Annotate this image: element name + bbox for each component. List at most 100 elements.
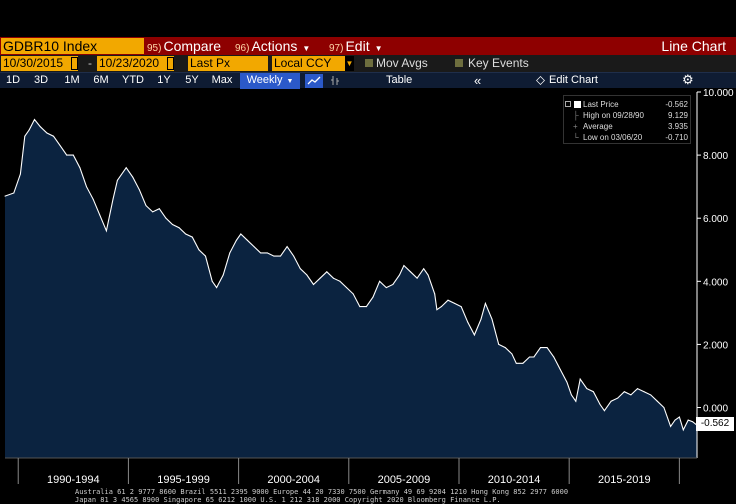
chevron-down-icon: ▼ <box>302 44 311 53</box>
legend-label: Last Price <box>583 100 619 109</box>
period-ytd[interactable]: YTD <box>122 74 144 86</box>
data-point <box>59 145 61 147</box>
data-point <box>132 176 134 178</box>
data-point <box>339 280 341 282</box>
data-point <box>326 271 328 273</box>
x-tick-label: 2015-2019 <box>598 474 651 486</box>
data-point <box>454 302 456 304</box>
data-point <box>427 274 429 276</box>
data-point <box>392 284 394 285</box>
period-toolbar: 1D 3D 1M 6M YTD 1Y 5Y Max Weekly ▼ Table … <box>0 72 736 90</box>
data-point <box>440 306 442 308</box>
compare-menu[interactable]: 95) Compare <box>147 37 221 55</box>
data-point <box>66 154 68 156</box>
tree-branch-icon: └ <box>573 133 579 142</box>
data-point <box>332 277 334 279</box>
data-point <box>473 334 475 336</box>
footer-contacts-line: Australia 61 2 9777 8600 Brazil 5511 239… <box>75 488 569 496</box>
y-tick-label: 8.000 <box>703 151 728 162</box>
line-chart-button[interactable] <box>305 74 323 88</box>
period-6m[interactable]: 6M <box>93 74 109 86</box>
data-point <box>540 347 541 349</box>
data-point <box>365 306 367 308</box>
data-point <box>434 293 436 295</box>
data-point <box>623 391 625 393</box>
frequency-select[interactable]: Weekly ▼ <box>240 73 300 89</box>
period-1d[interactable]: 1D <box>5 74 21 86</box>
key-events-checkbox[interactable] <box>455 59 463 67</box>
chart-area[interactable]: 10.000 8.000 6.000 4.000 2.000 0.000 1990-1994… <box>0 88 736 504</box>
data-point <box>19 173 21 175</box>
period-max[interactable]: Max <box>211 74 233 86</box>
edit-chart-button[interactable]: Edit Chart <box>549 74 598 86</box>
collapse-button[interactable]: « <box>474 73 482 88</box>
series-area <box>5 119 697 458</box>
bar-chart-button[interactable] <box>330 73 342 90</box>
data-point <box>423 268 425 270</box>
period-3d[interactable]: 3D <box>33 74 49 86</box>
edit-menu[interactable]: 97) Edit ▼ <box>329 37 383 55</box>
ticker-field[interactable]: GDBR10 Index <box>1 38 144 54</box>
y-tick-label: 10.000 <box>703 88 734 99</box>
footer: Australia 61 2 9777 8600 Brazil 5511 239… <box>0 488 736 504</box>
data-point <box>158 208 160 210</box>
data-point <box>253 246 255 248</box>
gear-icon[interactable]: ⚙ <box>682 72 694 87</box>
key-events-label[interactable]: Key Events <box>468 56 529 70</box>
legend-toggle-icon[interactable] <box>565 101 571 107</box>
end-date-field[interactable]: 10/23/2020 <box>97 56 174 71</box>
legend-value: 3.935 <box>667 122 688 131</box>
data-point <box>515 362 517 364</box>
period-1m[interactable]: 1M <box>64 74 80 86</box>
data-point <box>559 369 561 371</box>
data-point <box>13 192 15 194</box>
y-tick-label: 0.000 <box>703 404 728 415</box>
data-point <box>643 391 645 393</box>
data-point <box>299 268 301 270</box>
data-point <box>416 277 418 279</box>
data-point <box>28 129 30 131</box>
line-chart-icon <box>307 76 321 85</box>
data-point <box>39 126 41 128</box>
data-point <box>436 309 438 311</box>
y-tick-label: 6.000 <box>703 214 728 225</box>
legend-average: + Average 3.935 <box>564 121 692 132</box>
data-point <box>273 255 275 257</box>
data-point <box>566 381 568 383</box>
period-1y[interactable]: 1Y <box>157 74 171 86</box>
data-point <box>379 280 381 282</box>
price-chart[interactable]: 10.000 8.000 6.000 4.000 2.000 0.000 1990-1994… <box>0 88 736 488</box>
price-field-select[interactable]: Last Px <box>188 56 268 71</box>
actions-menu-label: Actions <box>251 38 298 54</box>
data-point <box>99 214 101 216</box>
data-point <box>674 419 676 421</box>
edit-menu-label: Edit <box>345 38 370 54</box>
data-point <box>125 167 127 169</box>
table-button[interactable]: Table <box>386 74 413 86</box>
data-point <box>24 135 26 137</box>
data-point <box>352 293 354 295</box>
currency-select[interactable]: Local CCY <box>272 56 354 71</box>
mov-avgs-checkbox[interactable] <box>365 59 373 67</box>
data-point <box>511 353 513 355</box>
actions-menu[interactable]: 96) Actions ▼ <box>235 37 310 55</box>
data-point <box>191 236 193 238</box>
start-date-field[interactable]: 10/30/2015 <box>1 56 78 71</box>
calendar-icon[interactable] <box>167 57 174 70</box>
edit-menu-number: 97) <box>329 43 344 54</box>
data-point <box>86 186 87 188</box>
data-point <box>145 205 147 207</box>
footer-copyright-line: Japan 81 3 4565 8900 Singapore 65 6212 1… <box>75 496 501 504</box>
data-point <box>260 252 262 254</box>
data-point <box>491 318 493 320</box>
period-5y[interactable]: 5Y <box>185 74 199 86</box>
compare-menu-label: Compare <box>163 38 222 54</box>
chevron-down-icon[interactable]: ▼ <box>345 56 354 71</box>
chevron-down-icon: ▼ <box>374 44 383 53</box>
data-point <box>293 255 295 257</box>
mov-avgs-label[interactable]: Mov Avgs <box>376 56 428 70</box>
title-bar: GDBR10 Index 95) Compare 96) Actions ▼ 97) E… <box>0 37 736 55</box>
calendar-icon[interactable] <box>71 57 78 70</box>
y-tick-label: 2.000 <box>703 340 728 351</box>
data-point <box>105 230 107 232</box>
